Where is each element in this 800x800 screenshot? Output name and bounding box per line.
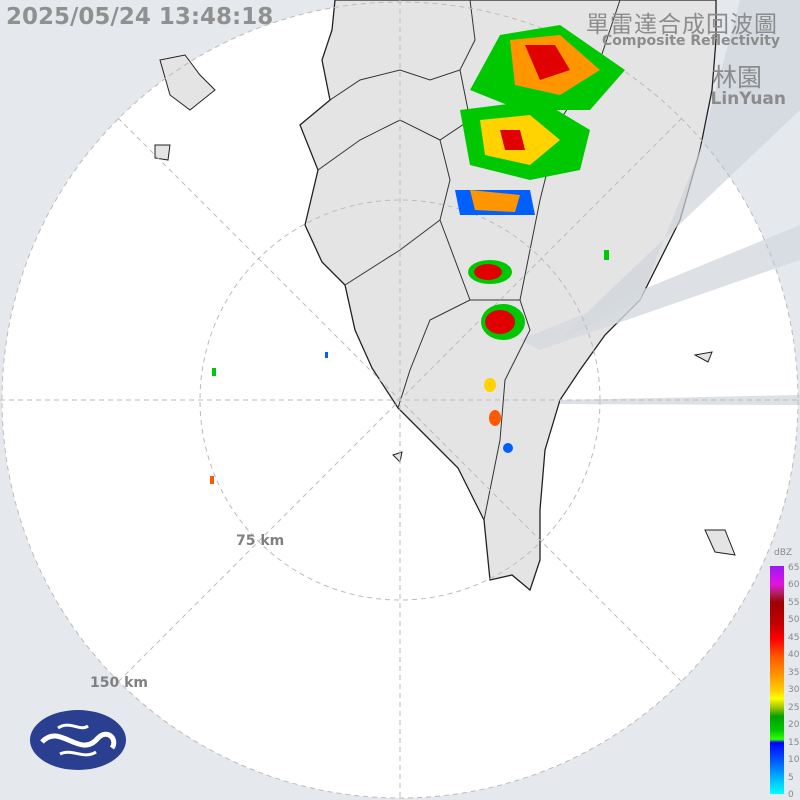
legend-value: 15	[788, 738, 800, 748]
range-label-150km: 150 km	[90, 675, 148, 691]
legend-unit: dBZ	[774, 548, 793, 558]
dbz-color-legend: dBZ 65 60 55 50 45 40 35 30 25 20 15 10 …	[752, 546, 800, 800]
legend-value: 65	[788, 563, 800, 573]
legend-value: 10	[788, 755, 800, 765]
legend-color-bar	[770, 566, 784, 794]
legend-value: 60	[788, 580, 800, 590]
station-name-chinese: 林園	[711, 63, 762, 92]
legend-value: 45	[788, 633, 800, 643]
legend-value: 20	[788, 720, 800, 730]
timestamp: 2025/05/24 13:48:18	[6, 4, 274, 30]
station-name-english: LinYuan	[710, 89, 786, 109]
range-label-75km: 75 km	[236, 533, 285, 549]
radar-echoes	[210, 25, 625, 484]
beam-blockage-narrow	[520, 225, 800, 350]
legend-value: 55	[788, 598, 800, 608]
title-english: Composite Reflectivity	[602, 33, 780, 49]
legend-value: 40	[788, 650, 800, 660]
legend-value: 0	[788, 790, 794, 800]
legend-value: 30	[788, 685, 800, 695]
legend-value: 50	[788, 615, 800, 625]
title-chinese: 單雷達合成回波圖	[586, 12, 778, 38]
beam-blockage-sector	[500, 0, 800, 400]
legend-value: 5	[788, 773, 794, 783]
legend-value: 25	[788, 703, 800, 713]
cwa-logo	[30, 710, 126, 770]
legend-value: 35	[788, 668, 800, 678]
